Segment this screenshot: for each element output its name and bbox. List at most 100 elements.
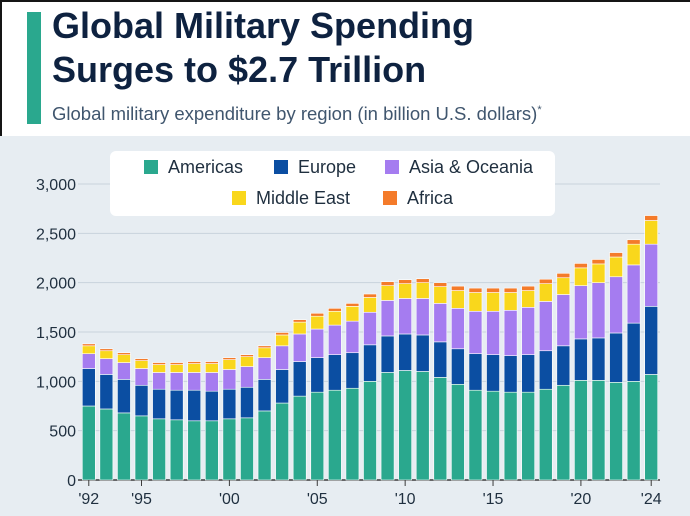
bar-segment — [609, 256, 623, 278]
bar-segment — [451, 383, 465, 481]
bar-segment — [363, 344, 377, 382]
bar-segment — [415, 334, 430, 372]
bar-segment — [222, 369, 237, 390]
bar-segment — [328, 310, 342, 326]
bar-segment — [380, 281, 395, 286]
bar-segment — [257, 379, 272, 412]
bar-segment — [380, 285, 395, 301]
bar-segment — [187, 363, 202, 373]
bar-segment — [468, 353, 483, 391]
bar-stack — [310, 312, 325, 481]
bar-segment — [81, 353, 96, 369]
bar-segment — [134, 360, 149, 369]
bar-segment — [169, 419, 184, 481]
bar-segment — [275, 334, 289, 347]
legend-label: Middle East — [256, 188, 350, 208]
bar-segment — [169, 362, 184, 365]
bar-segment — [134, 384, 149, 417]
bar-segment — [521, 391, 535, 481]
bar-segment — [169, 372, 184, 391]
bar-segment — [433, 377, 448, 481]
bar-segment — [591, 380, 606, 481]
bar-segment — [644, 374, 659, 481]
bar-stack — [380, 281, 395, 481]
legend-label: Americas — [168, 157, 243, 177]
legend-label: Asia & Oceania — [409, 157, 534, 177]
bar-segment — [380, 300, 395, 337]
bar-segment — [503, 292, 518, 311]
bar-stack — [468, 287, 483, 481]
bar-segment — [328, 308, 342, 312]
bar-segment — [292, 321, 307, 335]
bar-segment — [591, 259, 606, 265]
bar-segment — [257, 345, 272, 349]
bar-stack — [169, 362, 184, 481]
x-tick-label: '05 — [307, 491, 328, 508]
bar-segment — [538, 283, 553, 302]
bar-segment — [205, 361, 219, 364]
bar-segment — [275, 345, 289, 370]
bar-segment — [591, 263, 606, 283]
bar-stack — [626, 239, 641, 481]
bar-segment — [345, 387, 360, 481]
bar-segment — [275, 332, 289, 336]
bar-segment — [415, 282, 430, 299]
bar-segment — [345, 306, 360, 322]
bar-stack — [415, 278, 430, 481]
bar-segment — [380, 335, 395, 373]
bar-stack — [345, 303, 360, 481]
bar-segment — [328, 389, 342, 481]
bar-segment — [81, 345, 96, 355]
bar-segment — [292, 319, 307, 323]
bar-segment — [187, 389, 202, 422]
bar-segment — [591, 337, 606, 381]
bar-segment — [205, 372, 219, 392]
bar-segment — [626, 264, 641, 324]
bar-segment — [240, 386, 254, 419]
bar-segment — [117, 354, 131, 363]
bar-segment — [574, 263, 588, 269]
bar-segment — [556, 345, 571, 386]
bar-stack — [240, 354, 254, 481]
bar-segment — [574, 338, 588, 381]
y-tick-label: 500 — [49, 424, 76, 441]
legend: Americas Europe Asia & Oceania Middle East A… — [110, 151, 555, 216]
bar-segment — [503, 287, 518, 293]
title-line-2: Surges to $2.7 Trillion — [52, 49, 427, 90]
bar-segment — [574, 380, 588, 481]
chart-title: Global Military Spending Surges to $2.7 … — [52, 4, 652, 92]
bar-segment — [486, 354, 500, 392]
bar-segment — [99, 348, 114, 352]
bar-segment — [415, 278, 430, 283]
bar-segment — [169, 364, 184, 373]
legend-label: Europe — [298, 157, 356, 177]
bar-segment — [433, 286, 448, 304]
bar-segment — [486, 292, 500, 312]
bar-stack — [117, 352, 131, 481]
bar-segment — [433, 303, 448, 343]
bar-segment — [117, 352, 131, 355]
bar-segment — [275, 369, 289, 404]
bar-segment — [257, 357, 272, 380]
bar-stack — [556, 272, 571, 481]
bar-segment — [152, 372, 166, 390]
bar-segment — [257, 347, 272, 358]
subtitle-text: Global military expenditure by region (i… — [52, 103, 538, 124]
bar-segment — [644, 215, 659, 221]
bar-stack — [398, 279, 412, 481]
bar-segment — [117, 412, 131, 481]
bar-segment — [626, 243, 641, 266]
bar-segment — [433, 282, 448, 287]
legend-box — [110, 151, 555, 216]
x-tick-label: '10 — [395, 491, 416, 508]
bar-segment — [363, 293, 377, 298]
legend-swatch — [385, 160, 399, 174]
subtitle-footnote-marker: * — [537, 103, 542, 116]
bar-segment — [240, 356, 254, 367]
x-tick-label: '00 — [219, 491, 240, 508]
bar-segment — [556, 294, 571, 347]
bar-segment — [468, 287, 483, 293]
bar-stack — [486, 287, 500, 481]
bar-segment — [503, 391, 518, 481]
bar-segment — [503, 355, 518, 393]
